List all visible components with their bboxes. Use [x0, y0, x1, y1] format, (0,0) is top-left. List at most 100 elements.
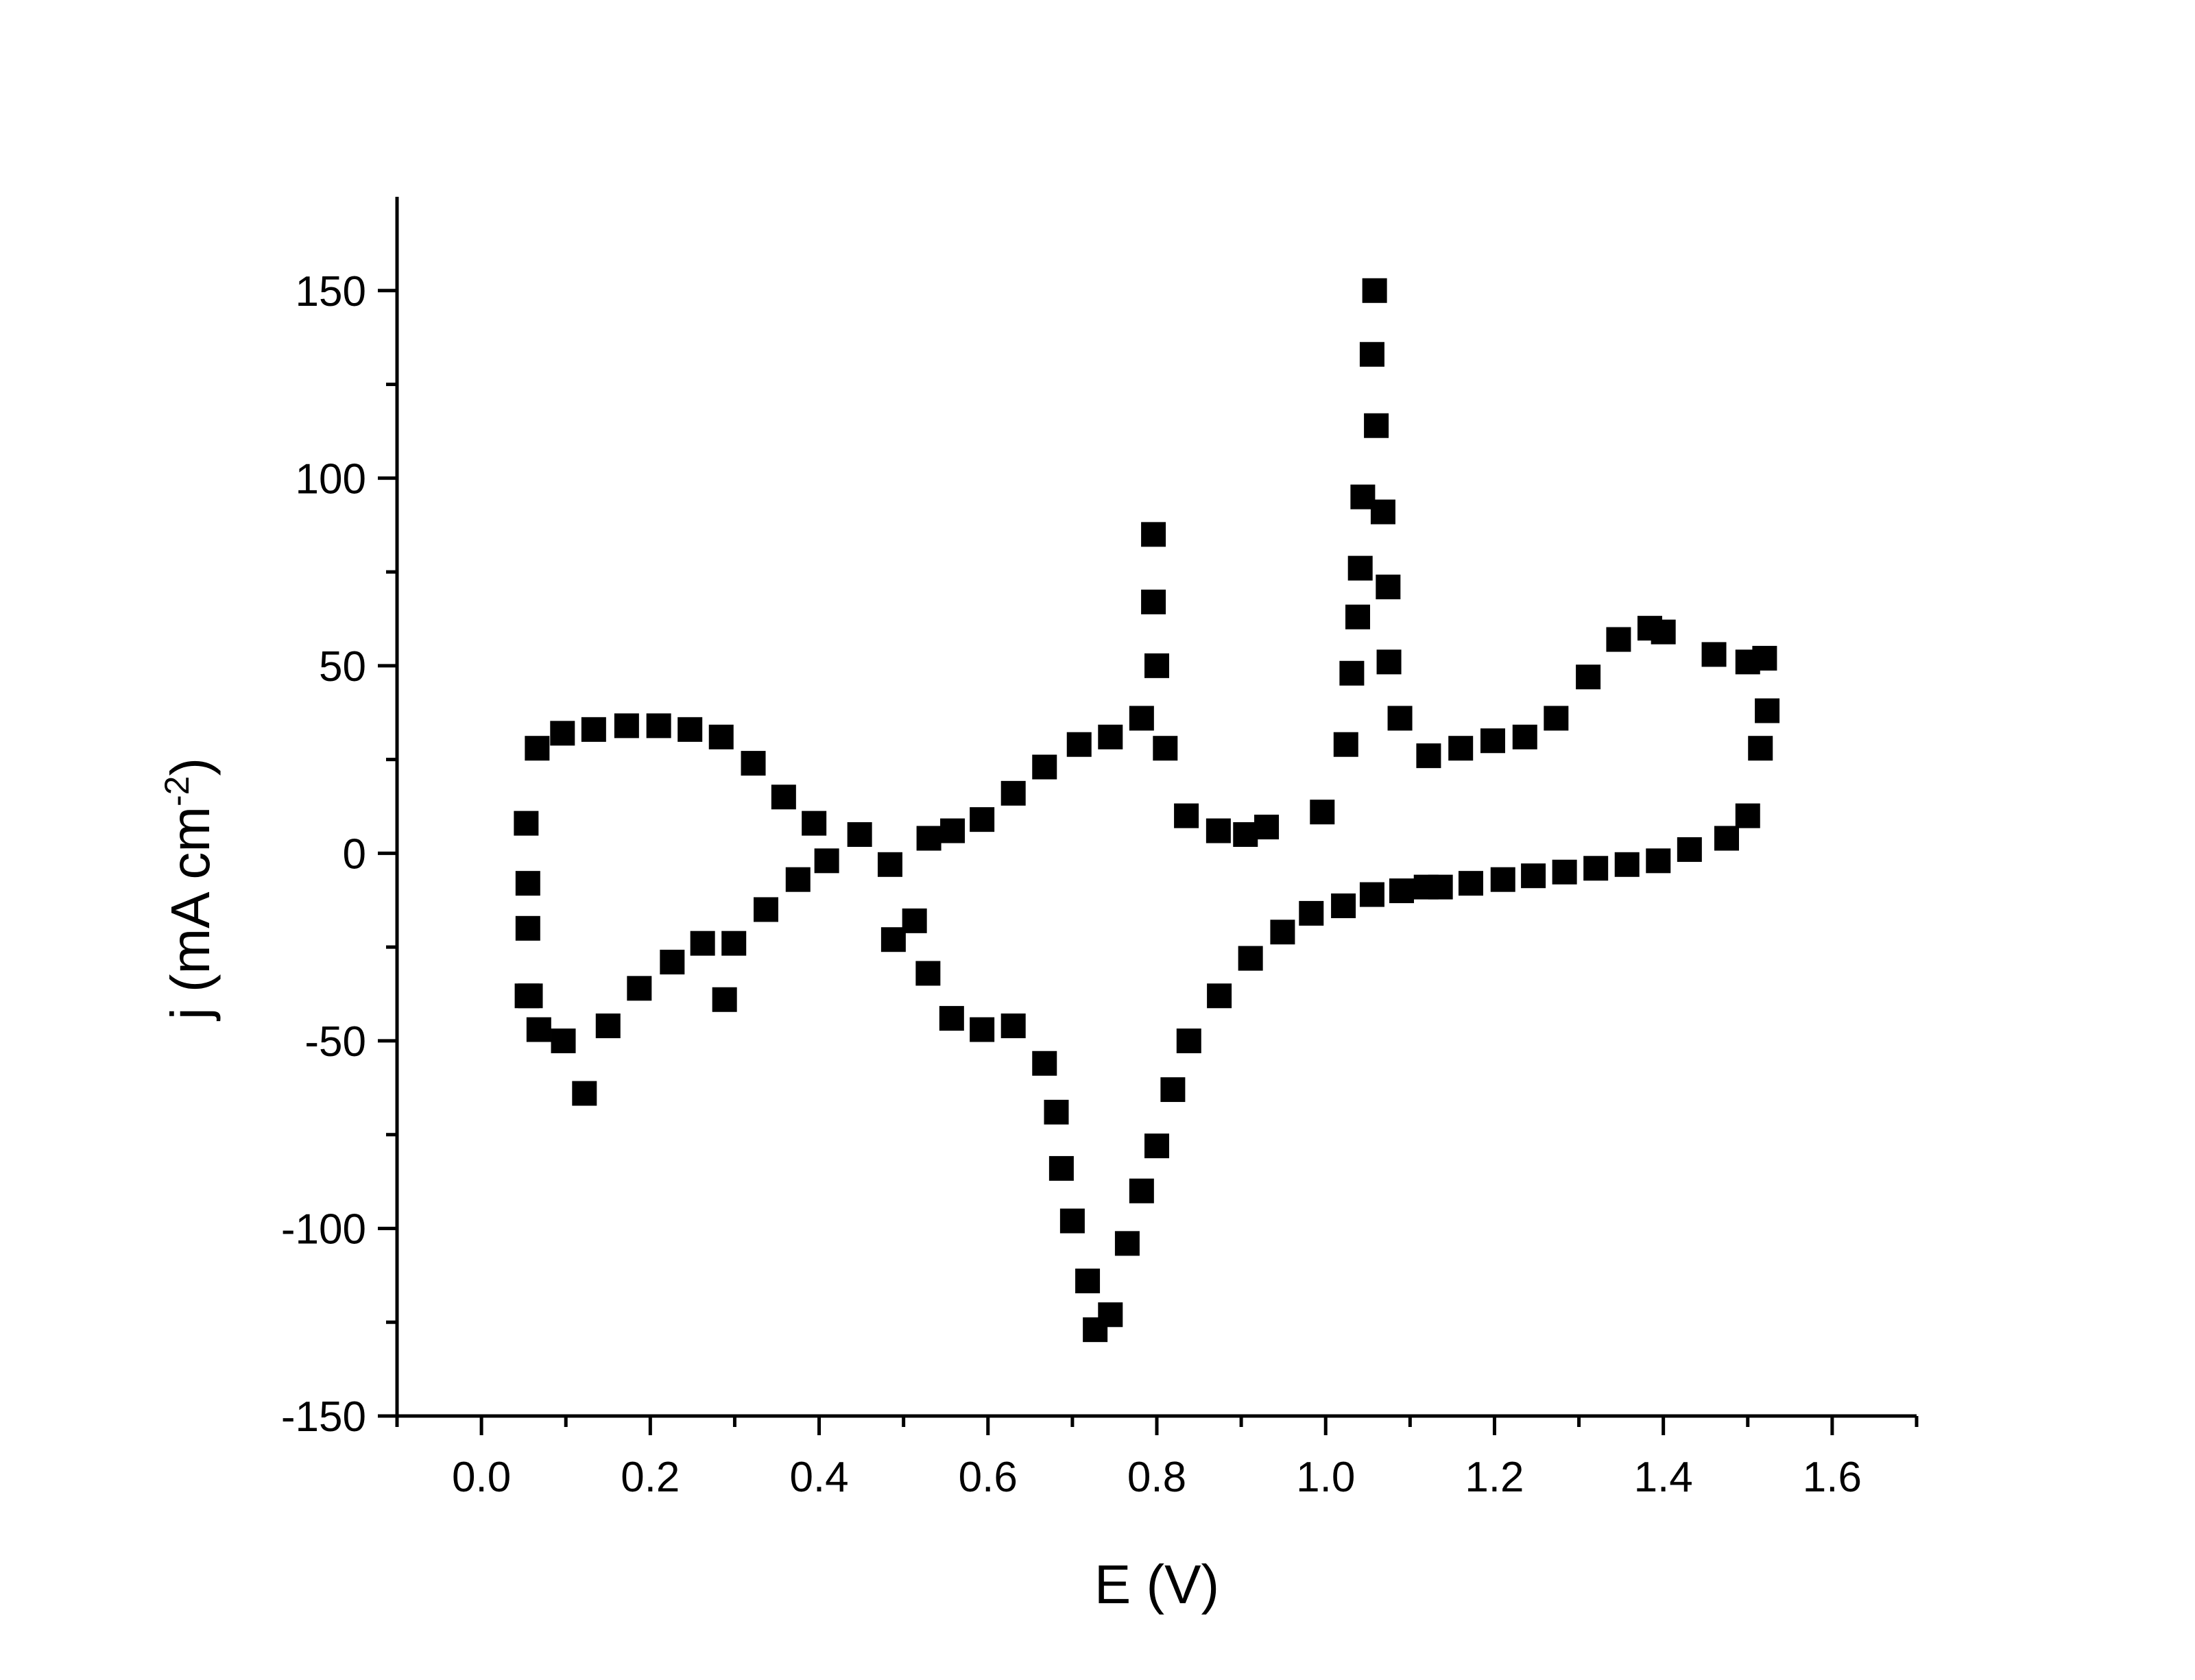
- data-point: [902, 908, 927, 933]
- x-axis: 0.0 0.2 0.4 0.6 0.8 1.0 1.2 1.4 1.6: [395, 1414, 1919, 1501]
- data-point: [753, 897, 778, 922]
- x-tick-label: 0.0: [452, 1454, 511, 1501]
- data-point: [1098, 724, 1123, 749]
- data-point: [1144, 1133, 1169, 1159]
- data-point: [1370, 499, 1395, 525]
- data-point: [1129, 706, 1154, 731]
- data-point: [970, 1017, 995, 1042]
- data-point: [1480, 728, 1505, 754]
- data-point: [1416, 743, 1441, 769]
- data-point: [551, 1028, 576, 1053]
- data-point: [1333, 732, 1358, 757]
- data-point: [1376, 574, 1401, 599]
- data-point: [1141, 522, 1166, 547]
- data-point: [877, 852, 902, 877]
- data-point: [708, 724, 734, 749]
- data-point: [916, 826, 941, 851]
- data-point: [1233, 822, 1258, 848]
- data-point: [1646, 848, 1671, 874]
- data-point: [1075, 1269, 1101, 1294]
- data-point: [518, 983, 543, 1009]
- y-axis-title-superscript: -2: [158, 776, 196, 806]
- x-tick-label: 1.2: [1465, 1454, 1524, 1501]
- data-point: [814, 848, 839, 874]
- data-point: [1044, 1099, 1069, 1125]
- data-point: [1364, 413, 1389, 438]
- data-point: [1000, 780, 1026, 806]
- data-point: [771, 784, 796, 810]
- data-point: [515, 871, 540, 896]
- data-point: [1376, 649, 1402, 675]
- data-point: [1345, 604, 1371, 629]
- data-point: [1755, 698, 1780, 723]
- x-tick-label: 0.2: [621, 1454, 680, 1501]
- data-point: [646, 713, 671, 739]
- x-tick-label: 1.6: [1803, 1454, 1862, 1501]
- data-point: [1206, 818, 1231, 843]
- data-point: [970, 807, 995, 832]
- x-tick-label: 0.4: [789, 1454, 848, 1501]
- data-point: [1389, 878, 1415, 904]
- data-point: [1614, 852, 1640, 877]
- data-point: [1583, 856, 1609, 881]
- data-point: [1032, 754, 1057, 780]
- data-point: [1339, 660, 1365, 686]
- data-point: [1144, 653, 1169, 678]
- data-point: [595, 1013, 621, 1039]
- y-tick-label: 50: [319, 643, 366, 691]
- data-point: [1114, 1231, 1140, 1256]
- data-point: [572, 1081, 597, 1106]
- data-point: [514, 811, 539, 836]
- data-point: [550, 721, 575, 746]
- data-point: [1362, 278, 1387, 303]
- data-point: [1129, 1178, 1154, 1203]
- data-point: [1299, 900, 1324, 926]
- data-point: [1552, 859, 1577, 885]
- data-point: [627, 976, 652, 1001]
- data-point: [1490, 867, 1515, 892]
- data-point: [1606, 627, 1631, 652]
- data-point: [1544, 706, 1569, 731]
- data-point: [1254, 815, 1280, 840]
- data-point: [1359, 882, 1384, 907]
- x-tick-label: 0.6: [959, 1454, 1018, 1501]
- data-point: [1359, 341, 1384, 367]
- data-point: [802, 811, 827, 836]
- data-point: [940, 818, 965, 843]
- data-point: [1458, 871, 1483, 896]
- data-point: [1651, 619, 1676, 645]
- data-point: [1735, 803, 1760, 828]
- y-tick-label: 150: [296, 268, 366, 315]
- data-point: [721, 931, 747, 956]
- data-point: [1310, 800, 1335, 825]
- data-point: [1701, 642, 1727, 667]
- data-point: [1748, 736, 1773, 761]
- data-point: [1752, 645, 1777, 671]
- data-point: [1141, 589, 1166, 614]
- data-point: [515, 915, 540, 941]
- data-point: [1413, 874, 1439, 900]
- x-tick-label: 1.0: [1296, 1454, 1355, 1501]
- y-axis-title-tail: ): [160, 758, 221, 776]
- data-point: [526, 1017, 551, 1042]
- data-point: [741, 751, 766, 776]
- data-point: [1176, 1028, 1201, 1053]
- y-tick-label: -100: [281, 1205, 366, 1253]
- data-point: [1714, 826, 1739, 851]
- data-point: [1347, 555, 1373, 581]
- data-point: [581, 717, 606, 742]
- data-point: [1270, 920, 1295, 945]
- data-point: [1059, 1208, 1085, 1234]
- y-axis: -150 -100 -50 0 50 100 150: [281, 197, 399, 1441]
- data-points: [514, 278, 1780, 1343]
- data-point: [1677, 837, 1702, 862]
- y-tick-label: 100: [296, 455, 366, 503]
- data-point: [677, 717, 703, 742]
- data-point: [915, 961, 941, 986]
- data-point: [690, 931, 715, 956]
- data-point: [1576, 664, 1601, 690]
- data-point: [660, 950, 685, 975]
- data-point: [614, 713, 639, 739]
